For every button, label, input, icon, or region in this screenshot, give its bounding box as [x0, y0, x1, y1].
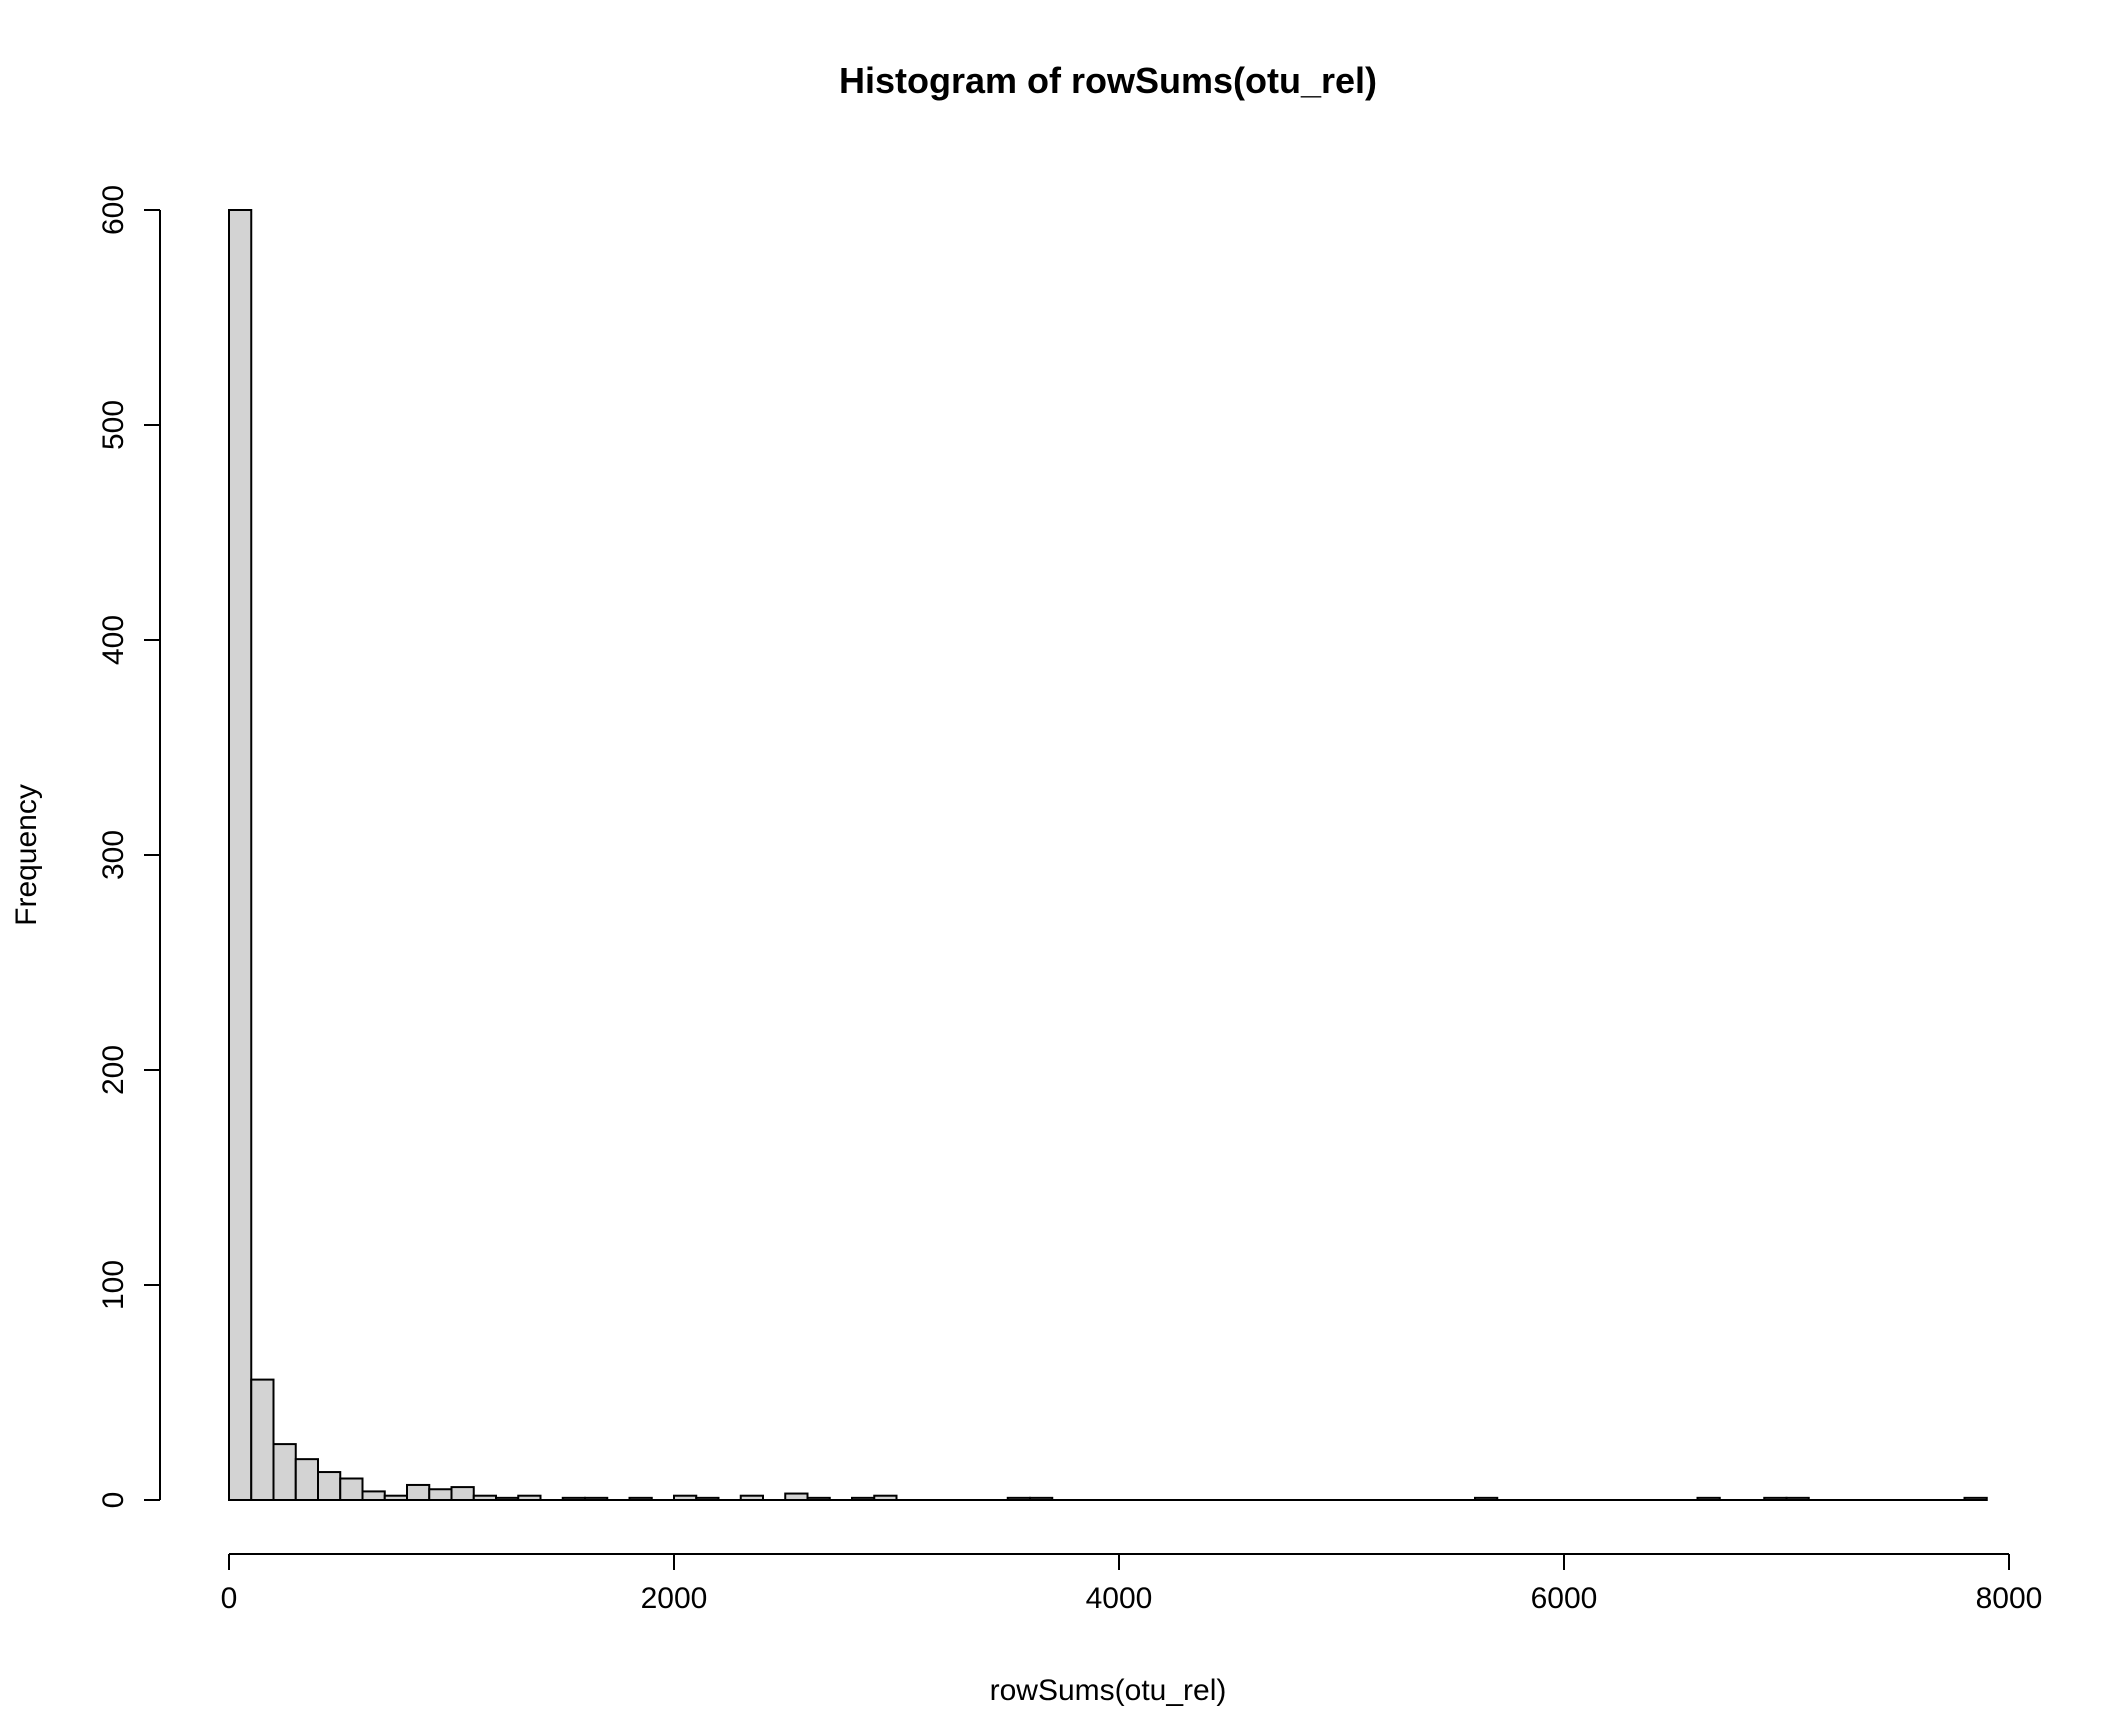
chart-title: Histogram of rowSums(otu_rel)	[839, 60, 1377, 101]
y-tick-label: 400	[97, 615, 130, 665]
histogram-bar	[383, 1494, 408, 1501]
histogram-bar	[361, 1490, 386, 1502]
x-tick-label: 4000	[1086, 1582, 1153, 1615]
histogram-bar	[739, 1494, 764, 1501]
x-tick-label: 8000	[1976, 1582, 2043, 1615]
histogram-bar	[806, 1496, 831, 1501]
y-axis-label: Frequency	[10, 784, 43, 926]
x-tick-label: 0	[221, 1582, 238, 1615]
histogram-bar	[428, 1488, 453, 1501]
histogram-bar	[1006, 1496, 1031, 1501]
histogram-bar	[406, 1483, 431, 1501]
y-tick-label: 200	[97, 1045, 130, 1095]
x-axis: 0 2000 4000 6000 8000	[221, 1553, 2043, 1615]
y-tick-label: 100	[97, 1260, 130, 1310]
histogram-bar	[784, 1492, 809, 1502]
histogram-bar	[517, 1494, 542, 1501]
y-tick-label: 0	[97, 1492, 130, 1509]
histogram-bar	[1029, 1496, 1054, 1501]
histogram-bars	[228, 209, 1988, 1502]
histogram-bar	[1474, 1496, 1499, 1501]
histogram-bar	[250, 1378, 275, 1501]
histogram-bar	[628, 1496, 653, 1501]
histogram-bar	[1763, 1496, 1788, 1501]
y-axis: 0 100 200 300 400 500 600	[97, 185, 161, 1509]
histogram-bar	[1696, 1496, 1721, 1501]
histogram-bar	[294, 1458, 319, 1502]
histogram-bar	[228, 209, 253, 1501]
histogram-bar	[450, 1486, 475, 1501]
x-tick-label: 2000	[641, 1582, 708, 1615]
x-axis-label: rowSums(otu_rel)	[990, 1674, 1227, 1707]
histogram-bar	[339, 1477, 364, 1501]
y-tick-label: 600	[97, 185, 130, 235]
histogram-bar	[495, 1496, 520, 1501]
y-tick-label: 300	[97, 830, 130, 880]
histogram-bar	[873, 1494, 898, 1501]
histogram-bar	[1963, 1496, 1988, 1501]
y-tick-label: 500	[97, 400, 130, 450]
x-tick-label: 6000	[1531, 1582, 1598, 1615]
histogram-bar	[272, 1443, 297, 1501]
histogram-bar	[584, 1496, 609, 1501]
histogram-bar	[561, 1496, 586, 1501]
histogram-bar	[695, 1496, 720, 1501]
histogram-bar	[1785, 1496, 1810, 1501]
histogram-bar	[851, 1496, 876, 1501]
histogram-bar	[472, 1494, 497, 1501]
histogram-bar	[317, 1471, 342, 1502]
histogram-bar	[673, 1494, 698, 1501]
